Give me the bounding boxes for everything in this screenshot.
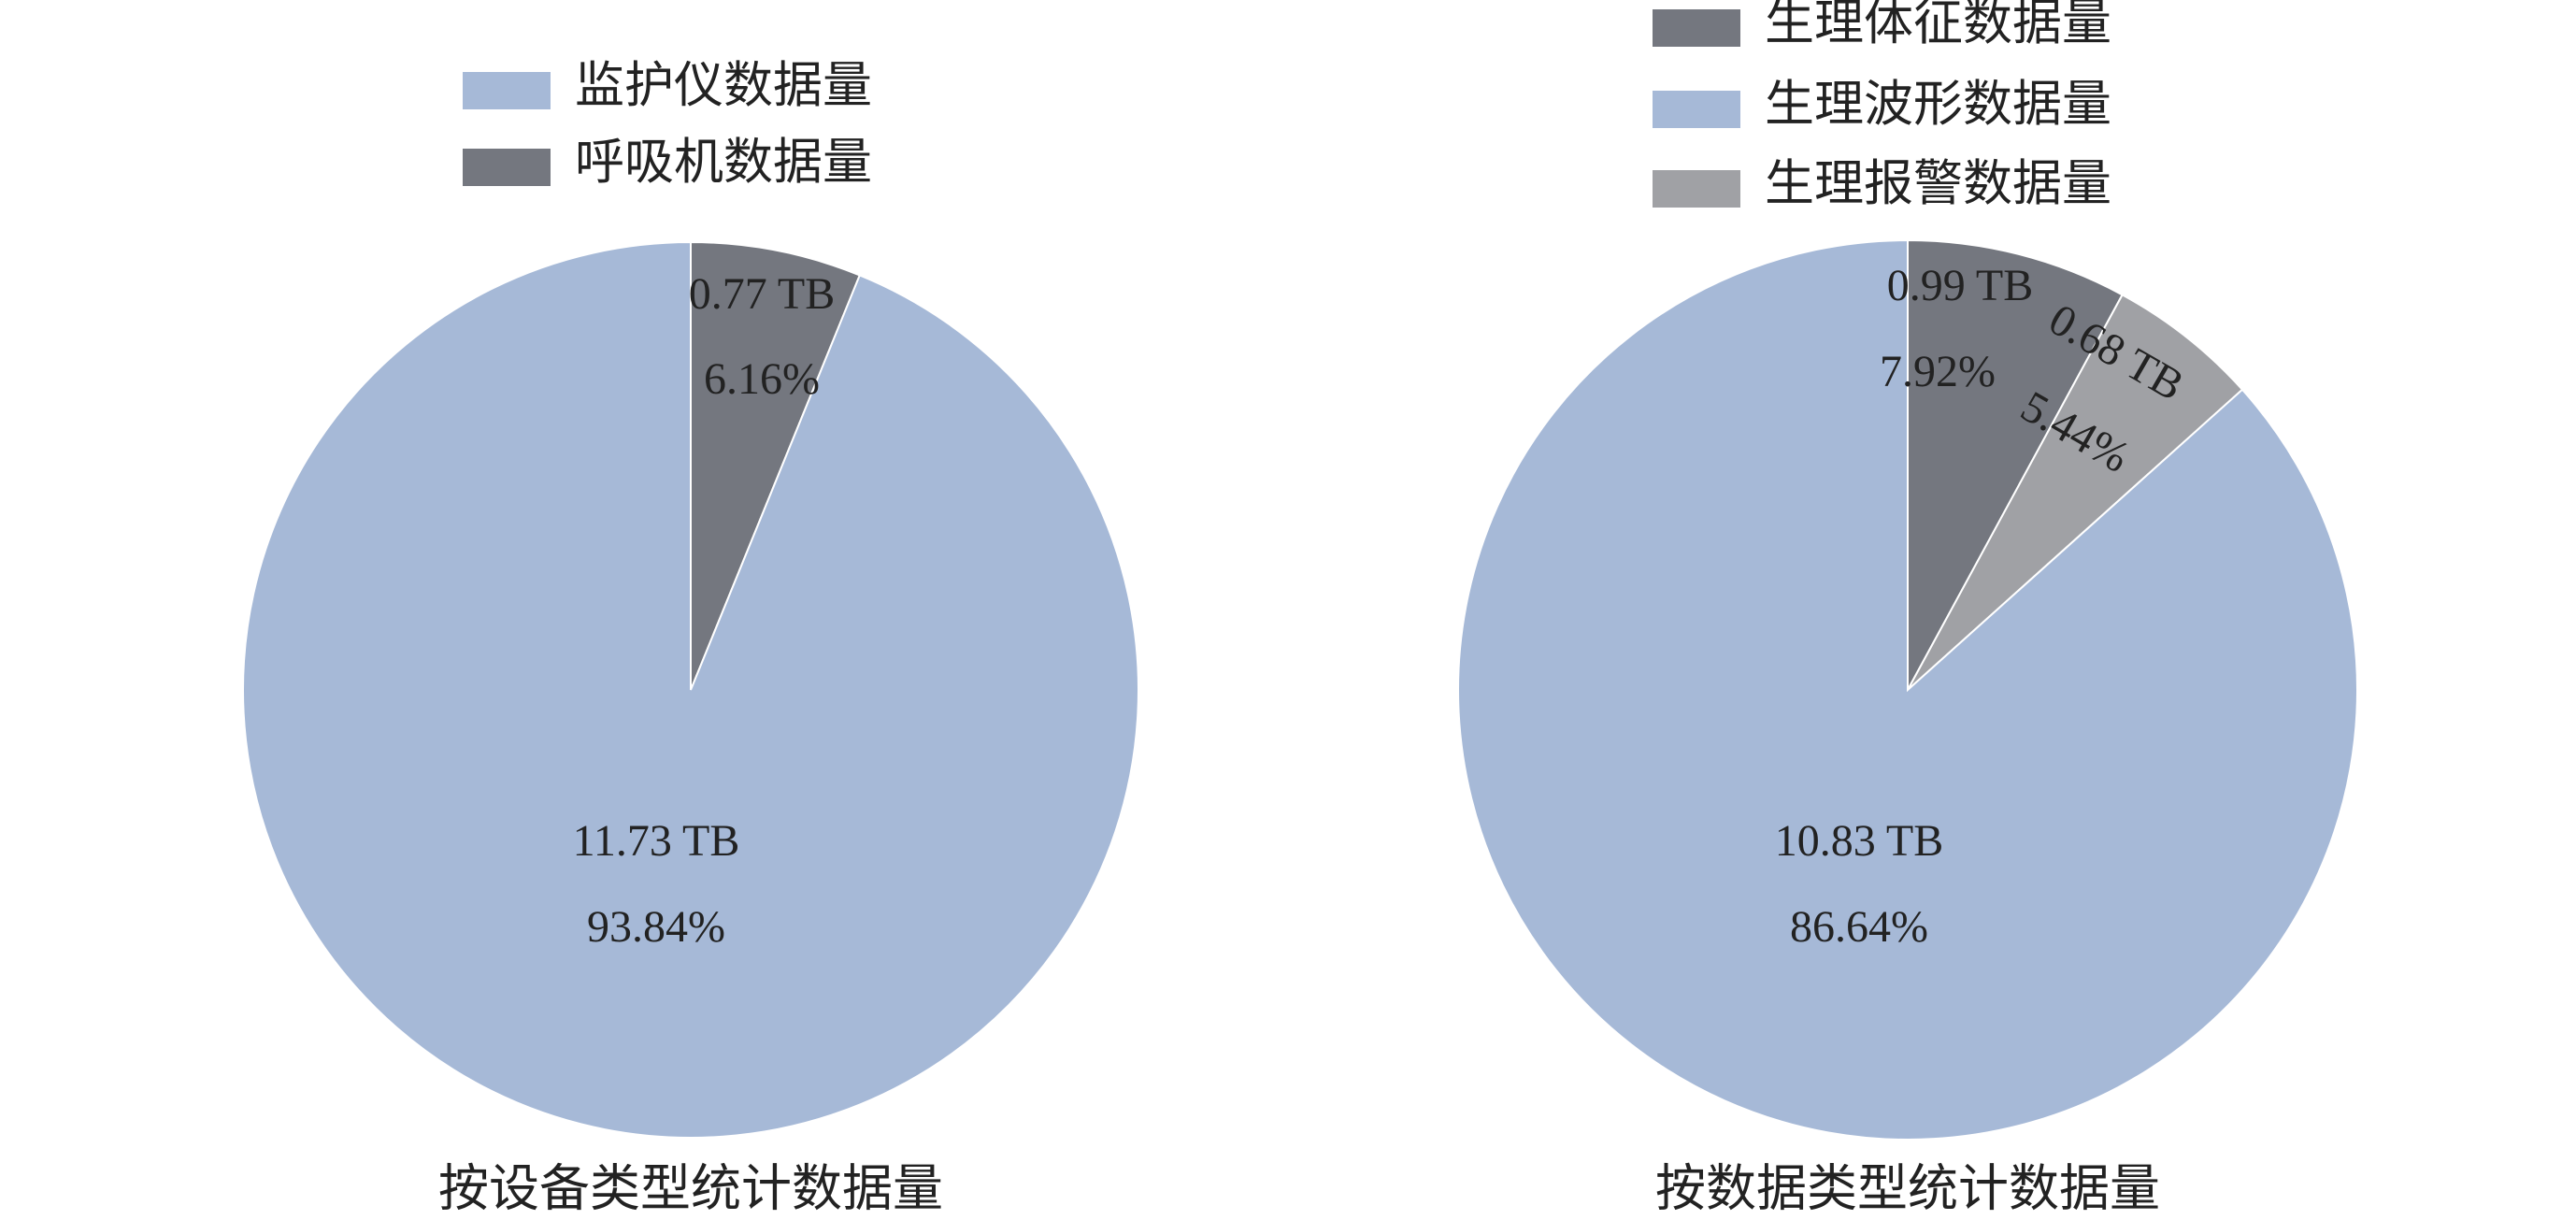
legend-label: 生理波形数据量 <box>1765 78 2111 132</box>
value-label: 10.83 TB <box>1775 816 1943 866</box>
legend-label: 生理体征数据量 <box>1765 0 2111 50</box>
legend-label: 呼吸机数据量 <box>575 136 872 190</box>
percent-label: 7.92% <box>1880 347 1996 396</box>
value-label: 0.77 TB <box>689 269 835 319</box>
legend-swatch <box>1653 170 1740 208</box>
legend-swatch <box>1653 91 1740 128</box>
legend-swatch <box>463 149 551 186</box>
pie-slice <box>690 240 862 691</box>
chart-title: 按设备类型统计数据量 <box>438 1160 943 1216</box>
value-label: 11.73 TB <box>573 816 740 866</box>
legend-label: 生理报警数据量 <box>1765 157 2111 211</box>
percent-label: 6.16% <box>704 354 820 404</box>
pie-slice <box>242 240 1139 1139</box>
chart-title: 按数据类型统计数据量 <box>1655 1160 2160 1216</box>
pie-slice <box>1457 238 2358 1141</box>
value-label: 0.99 TB <box>1887 261 2033 310</box>
legend-swatch <box>1653 9 1740 47</box>
pie-slice <box>1907 293 2244 691</box>
percent-label: 86.64% <box>1790 902 1928 952</box>
legend-swatch <box>463 72 551 109</box>
legend-label: 监护仪数据量 <box>575 59 872 113</box>
pie-slice <box>1907 238 2124 691</box>
percent-label: 93.84% <box>587 902 725 952</box>
